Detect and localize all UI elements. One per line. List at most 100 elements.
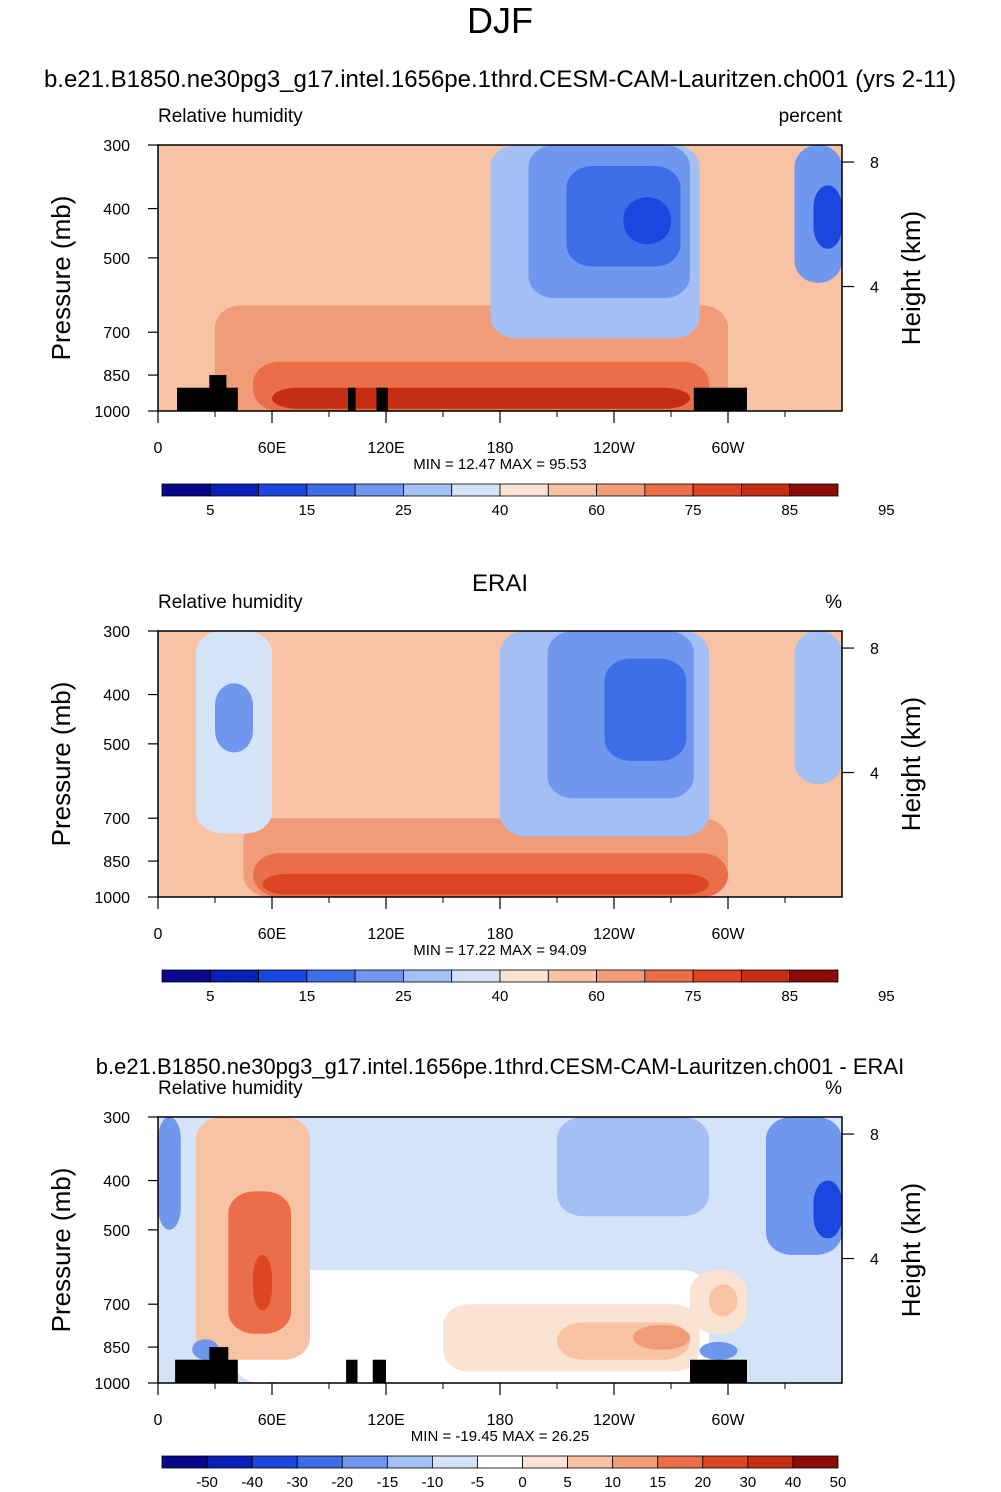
figure-title: DJF <box>467 0 533 41</box>
colorbar-box <box>741 969 791 983</box>
contour-region-atlantic_dry_core <box>813 185 842 249</box>
x-tick-label: 60E <box>258 926 286 943</box>
colorbar-label: 15 <box>299 988 316 1005</box>
colorbar-label: 60 <box>588 502 605 519</box>
contour-region-indian_ocean_max <box>253 1254 272 1311</box>
colorbar-label: 25 <box>395 988 412 1005</box>
colorbar-label: 40 <box>492 502 509 519</box>
chart-panel-model: Relative humidity percent 0 60E 120E 180 120W 6… <box>46 106 926 519</box>
y-tick-label: 500 <box>103 251 130 268</box>
contour-region-atlantic_dry <box>794 631 842 785</box>
y-axis-label: Pressure (mb) <box>46 1168 76 1333</box>
colorbar-box <box>789 969 839 983</box>
colorbar-label: -10 <box>422 1474 444 1491</box>
contour-region-mideast_dry_core <box>215 683 253 753</box>
contour-region-surface_max <box>262 873 709 895</box>
colorbar-box <box>161 1455 208 1469</box>
contour-region-andes_core <box>709 1284 738 1317</box>
colorbar-box <box>451 483 501 497</box>
colorbar-label: -15 <box>376 1474 398 1491</box>
colorbar-box <box>258 969 308 983</box>
right-axis-label: Height (km) <box>896 697 926 831</box>
colorbar-label: 40 <box>785 1474 802 1491</box>
stats-label: MIN = 12.47 MAX = 95.53 <box>413 456 586 473</box>
contour-region-africa_dry <box>158 1117 181 1230</box>
units-label: % <box>825 592 842 613</box>
x-tick-label: 180 <box>487 1412 514 1429</box>
colorbar-box <box>451 969 501 983</box>
contour-region-pacific_dry_core <box>604 658 687 761</box>
contour-region-east_pacific_core <box>633 1325 690 1350</box>
x-tick-label: 120W <box>593 926 636 943</box>
y-tick-label: 700 <box>103 811 130 828</box>
y-tick-label: 300 <box>103 138 130 155</box>
colorbar-label: 5 <box>206 502 214 519</box>
contour-region-surface_max <box>272 387 690 409</box>
colorbar-box <box>596 969 646 983</box>
variable-label: Relative humidity <box>158 592 303 613</box>
colorbar-label: 5 <box>206 988 214 1005</box>
colorbar-label: -40 <box>241 1474 263 1491</box>
topography-mask <box>372 1359 386 1383</box>
colorbar-box <box>341 1455 388 1469</box>
colorbar-box <box>306 483 356 497</box>
colorbar-box <box>386 1455 433 1469</box>
x-tick-label: 0 <box>154 926 163 943</box>
colorbar-box <box>209 969 259 983</box>
colorbar-box <box>499 483 549 497</box>
colorbar-box <box>692 483 742 497</box>
colorbar-box <box>477 1455 523 1469</box>
y-tick-label: 850 <box>103 854 130 871</box>
run-title: b.e21.B1850.ne30pg3_g17.intel.1656pe.1th… <box>44 66 956 93</box>
colorbar-label: 50 <box>830 1474 847 1491</box>
right-tick-label: 8 <box>870 155 879 172</box>
right-tick-label: 4 <box>870 1252 879 1269</box>
colorbar-box <box>403 969 453 983</box>
colorbar-label: 60 <box>588 988 605 1005</box>
right-tick-label: 8 <box>870 1127 879 1144</box>
colorbar-label: 30 <box>740 1474 757 1491</box>
y-tick-label: 850 <box>103 1340 130 1357</box>
x-tick-label: 120E <box>367 440 404 457</box>
contour-region-atlantic_dry_core <box>813 1180 842 1239</box>
y-tick-label: 400 <box>103 688 130 705</box>
contour-field <box>158 145 842 411</box>
colorbar-label: 75 <box>685 502 702 519</box>
colorbar-box <box>403 483 453 497</box>
colorbar-box <box>612 1455 659 1469</box>
contour-region-pacific_dry_min <box>623 197 671 245</box>
x-tick-label: 120W <box>593 440 636 457</box>
contour-region-surface_dry_andes <box>699 1341 738 1360</box>
topography-mask <box>346 1359 358 1383</box>
colorbar-box <box>161 969 211 983</box>
colorbar-box <box>741 483 791 497</box>
units-label: % <box>825 1078 842 1099</box>
colorbar-label: 95 <box>878 502 895 519</box>
y-tick-label: 700 <box>103 325 130 342</box>
x-tick-label: 120E <box>367 926 404 943</box>
colorbar-box <box>161 483 211 497</box>
colorbar-box <box>296 1455 343 1469</box>
x-tick-label: 0 <box>154 440 163 457</box>
topography-mask <box>209 1347 229 1383</box>
x-tick-label: 0 <box>154 1412 163 1429</box>
right-axis-label: Height (km) <box>896 1183 926 1317</box>
x-tick-label: 60W <box>712 440 746 457</box>
units-label: percent <box>779 106 843 127</box>
y-axis-label: Pressure (mb) <box>46 682 76 847</box>
colorbar-box <box>522 1455 568 1469</box>
contour-field <box>158 1117 842 1383</box>
y-tick-label: 300 <box>103 624 130 641</box>
chart-panel-erai: ERAI Relative humidity % 0 60E 120E 180 120W 60W… <box>46 570 926 1005</box>
x-tick-label: 60W <box>712 926 746 943</box>
colorbar-label: -5 <box>471 1474 484 1491</box>
colorbar-box <box>657 1455 704 1469</box>
topography-mask <box>209 375 227 411</box>
colorbar-box <box>251 1455 298 1469</box>
stats-label: MIN = -19.45 MAX = 26.25 <box>411 1428 589 1445</box>
colorbar-label: 15 <box>649 1474 666 1491</box>
y-tick-label: 300 <box>103 1110 130 1127</box>
colorbar-box <box>499 969 549 983</box>
topography-mask <box>376 387 388 411</box>
